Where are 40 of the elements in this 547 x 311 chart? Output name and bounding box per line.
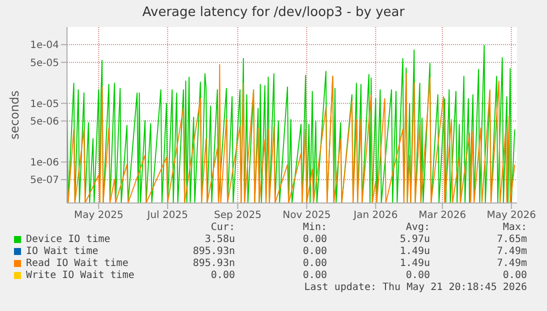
text: 0.00 xyxy=(404,270,430,281)
x-tick-label: Mar 2026 xyxy=(418,210,466,222)
text: 0.00 xyxy=(302,246,327,257)
text: Max: xyxy=(502,222,528,233)
legend-label: Write IO Wait time xyxy=(26,270,134,281)
text: 895.93n xyxy=(192,246,235,257)
text: Last update: Thu May 21 20:18:45 2026 xyxy=(304,282,527,293)
text: 5.97u xyxy=(398,234,430,245)
text: 0.00 xyxy=(502,270,527,281)
chart-title: Average latency for /dev/loop3 - by year xyxy=(141,5,406,20)
text: Min: xyxy=(302,222,328,233)
y-tick-label: 5e-06 xyxy=(30,116,59,128)
text: 7.49m xyxy=(496,258,527,269)
text: 0.00 xyxy=(302,234,327,245)
y-tick-label: 1e-04 xyxy=(30,40,59,52)
x-tick-label: Sep 2025 xyxy=(214,210,262,222)
text: 1.49u xyxy=(398,246,430,257)
text: 1.49u xyxy=(398,258,430,269)
legend-label: IO Wait time xyxy=(26,246,98,257)
y-tick-label: 1e-05 xyxy=(30,98,59,110)
x-tick-label: Jan 2026 xyxy=(352,210,398,222)
x-tick-label: May 2026 xyxy=(486,210,536,222)
x-tick-label: Nov 2025 xyxy=(282,210,331,222)
text: 0.00 xyxy=(302,258,327,269)
text: 7.65m xyxy=(496,234,527,245)
text: 0.00 xyxy=(302,270,327,281)
text: 7.49m xyxy=(496,246,527,257)
y-tick-label: 5e-07 xyxy=(30,175,59,186)
x-tick-label: May 2025 xyxy=(74,210,124,222)
y-tick-label: 1e-06 xyxy=(30,158,59,169)
text: Cur: xyxy=(210,222,236,233)
text: Avg: xyxy=(404,222,431,233)
legend-label: Read IO Wait time xyxy=(26,258,128,269)
legend-label: Device IO time xyxy=(26,234,110,245)
y-axis-title: seconds xyxy=(7,90,22,140)
text: 3.58u xyxy=(204,234,235,245)
text: 0.00 xyxy=(210,270,235,281)
x-tick-label: Jul 2025 xyxy=(146,210,188,222)
text: 895.93n xyxy=(192,258,235,269)
y-tick-label: 5e-05 xyxy=(30,58,59,69)
